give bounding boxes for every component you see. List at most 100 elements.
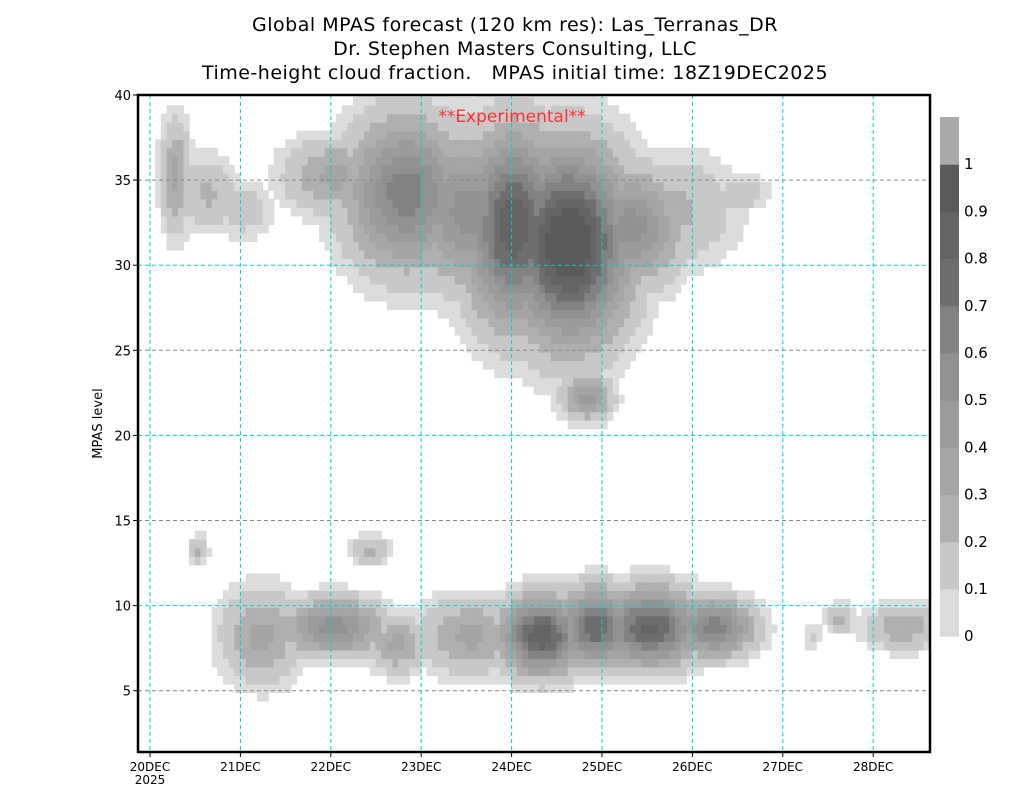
cloud-cell (477, 641, 484, 651)
cloud-cell (211, 181, 218, 191)
cloud-cell (465, 275, 473, 285)
cloud-cell (465, 156, 473, 166)
cloud-cell (884, 598, 891, 608)
cloud-cell (392, 96, 399, 106)
cloud-cell (228, 164, 235, 174)
cloud-cell (460, 292, 467, 302)
cloud-cell (364, 292, 371, 302)
cloud-cell (511, 581, 518, 591)
cloud-cell (669, 607, 676, 617)
cloud-cell (528, 632, 535, 642)
cloud-cell (398, 147, 405, 157)
cloud-cell (607, 241, 614, 251)
cloud-cell (375, 275, 382, 285)
cloud-cell (285, 164, 292, 174)
cloud-cell (482, 105, 490, 115)
cloud-cell (443, 249, 450, 259)
cloud-cell (381, 632, 388, 642)
cloud-cell (403, 275, 411, 285)
cloud-cell (437, 130, 444, 140)
cloud-cell (251, 632, 258, 642)
cloud-cell (307, 641, 314, 651)
cloud-cell (658, 215, 665, 225)
cloud-cell (426, 164, 433, 174)
cloud-cell (872, 624, 879, 634)
cloud-cell (341, 139, 348, 149)
cloud-cell (432, 658, 439, 668)
cloud-cell (674, 156, 682, 166)
cloud-cell (578, 326, 586, 336)
cloud-cell (601, 113, 608, 123)
cloud-cell (341, 266, 348, 277)
cloud-cell (573, 139, 580, 149)
cloud-cell (629, 122, 637, 132)
cloud-cell (279, 164, 286, 174)
cloud-cell (720, 207, 727, 217)
cloud-cell (584, 377, 591, 387)
cloud-cell (268, 181, 275, 191)
cloud-cell (290, 147, 298, 157)
cloud-cell (900, 598, 908, 608)
cloud-cell (341, 198, 348, 208)
cloud-cell (335, 581, 343, 591)
cloud-cell (409, 632, 416, 642)
cloud-cell (369, 666, 377, 677)
cloud-cell (494, 190, 501, 200)
cloud-cell (398, 156, 405, 166)
cloud-cell (601, 224, 608, 234)
cloud-cell (714, 156, 721, 166)
cloud-cell (720, 224, 727, 234)
cloud-cell (516, 156, 524, 166)
cloud-cell (528, 258, 535, 268)
cloud-cell (595, 309, 603, 319)
cloud-cell (488, 598, 495, 608)
cloud-cell (618, 658, 625, 668)
cloud-cell (833, 624, 840, 634)
cloud-cell (669, 207, 676, 217)
cloud-cell (482, 649, 490, 659)
cloud-cell (522, 147, 529, 157)
cloud-cell (545, 207, 552, 217)
cloud-cell (398, 292, 405, 302)
cloud-cell (403, 658, 411, 668)
cloud-cell (505, 641, 512, 651)
cloud-cell (386, 658, 394, 668)
cloud-cell (499, 190, 507, 200)
cloud-cell (584, 224, 591, 234)
cloud-cell (460, 139, 467, 149)
cloud-cell (420, 156, 427, 166)
cloud-cell (703, 641, 710, 651)
cloud-cell (742, 607, 750, 617)
cloud-cell (494, 649, 501, 659)
cloud-cell (545, 369, 552, 379)
cloud-cell (471, 164, 478, 174)
cloud-cell (629, 130, 637, 140)
cloud-cell (516, 343, 524, 353)
cloud-cell (347, 590, 354, 600)
cloud-cell (251, 666, 258, 677)
cloud-cell (511, 309, 518, 319)
cloud-cell (426, 232, 433, 242)
cloud-cell (618, 215, 625, 225)
cloud-cell (618, 181, 625, 191)
cloud-cell (578, 615, 586, 625)
cloud-cell (222, 641, 230, 651)
cloud-cell (516, 632, 524, 642)
cloud-cell (652, 241, 659, 251)
cloud-cell (245, 666, 252, 677)
cloud-cell (403, 147, 411, 157)
cloud-cell (364, 241, 371, 251)
cloud-cell (392, 300, 399, 311)
cloud-cell (477, 326, 484, 336)
cloud-cell (471, 317, 478, 328)
cloud-cell (183, 113, 190, 123)
cloud-cell (590, 641, 597, 651)
cloud-cell (590, 377, 597, 387)
cloud-cell (674, 181, 682, 191)
cloud-cell (827, 607, 834, 617)
cloud-cell (426, 607, 433, 617)
cloud-cell (245, 641, 252, 651)
cloud-cell (646, 607, 653, 617)
cloud-cell (624, 666, 631, 677)
cloud-cell (680, 173, 687, 183)
